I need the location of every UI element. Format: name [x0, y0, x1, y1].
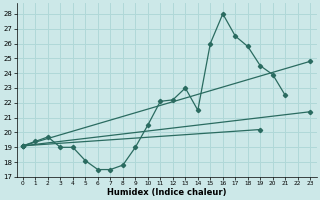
X-axis label: Humidex (Indice chaleur): Humidex (Indice chaleur)	[107, 188, 226, 197]
